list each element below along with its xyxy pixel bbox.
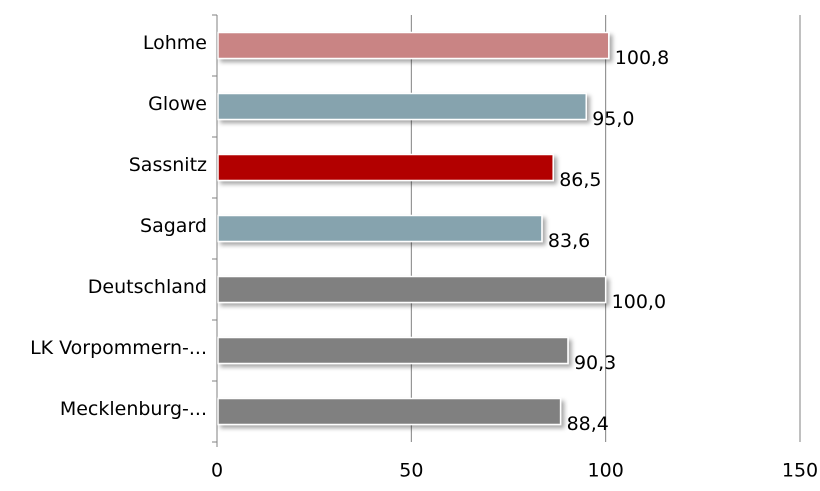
bars <box>217 31 610 426</box>
bar-0 <box>217 31 610 60</box>
bar-4 <box>217 275 607 304</box>
data-label-3: 83,6 <box>548 230 590 252</box>
bar-2 <box>217 153 554 182</box>
x-tick-label-150: 150 <box>782 460 818 482</box>
x-tick-label-0: 0 <box>211 460 223 482</box>
data-label-0: 100,8 <box>615 47 669 69</box>
category-label-2: Sassnitz <box>129 154 207 176</box>
bar-6 <box>217 397 562 426</box>
x-tick-label-50: 50 <box>399 460 423 482</box>
bar-5 <box>217 336 569 365</box>
y-axis <box>212 14 218 447</box>
data-label-2: 86,5 <box>559 169 601 191</box>
data-label-1: 95,0 <box>592 108 634 130</box>
category-label-3: Sagard <box>140 215 207 237</box>
bar-3 <box>217 214 543 243</box>
data-label-6: 88,4 <box>567 413 609 435</box>
category-label-1: Glowe <box>148 93 207 115</box>
category-label-5: LK Vorpommern-... <box>30 337 207 359</box>
category-label-0: Lohme <box>143 32 207 54</box>
category-label-4: Deutschland <box>88 276 207 298</box>
x-tick-label-100: 100 <box>588 460 624 482</box>
data-label-4: 100,0 <box>612 291 666 313</box>
data-labels: 100,8 95,0 86,5 83,6 100,0 90,3 88,4 <box>548 47 669 435</box>
bar-1 <box>217 92 587 121</box>
category-labels: Lohme Glowe Sassnitz Sagard Deutschland LK Vo… <box>30 32 207 420</box>
data-label-5: 90,3 <box>574 352 616 374</box>
x-tick-labels: 0 50 100 150 <box>211 460 818 482</box>
category-label-6: Mecklenburg-... <box>60 398 207 420</box>
